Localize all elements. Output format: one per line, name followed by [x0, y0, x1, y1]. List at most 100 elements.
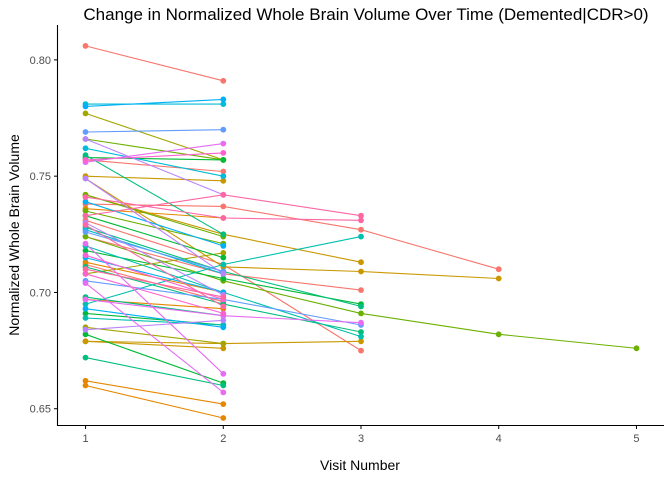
- data-point: [220, 231, 227, 238]
- data-point: [82, 315, 89, 321]
- data-point: [220, 203, 227, 210]
- series-line: [85, 201, 224, 247]
- data-point: [358, 226, 364, 233]
- data-point: [82, 233, 89, 240]
- data-point: [82, 43, 89, 49]
- data-point: [82, 175, 89, 182]
- data-point: [82, 280, 89, 286]
- data-point: [82, 331, 89, 338]
- series-line: [85, 273, 224, 314]
- data-point: [82, 310, 89, 317]
- x-tick-label: 3: [358, 433, 364, 445]
- data-point: [82, 136, 89, 142]
- data-point: [358, 347, 364, 354]
- data-point: [82, 252, 89, 259]
- data-point: [82, 266, 89, 273]
- data-point: [220, 77, 227, 84]
- x-tick-label: 4: [496, 433, 502, 445]
- series-line: [85, 222, 224, 296]
- data-point: [82, 354, 89, 361]
- data-point: [82, 208, 89, 214]
- series-line: [85, 194, 224, 238]
- data-point: [220, 250, 227, 256]
- data-point: [220, 317, 227, 324]
- series-line: [85, 326, 224, 345]
- y-tick-label: 0.65: [30, 404, 51, 416]
- data-point: [82, 212, 89, 219]
- data-point: [495, 266, 502, 273]
- data-point: [220, 177, 227, 184]
- x-tick-label: 5: [633, 433, 639, 445]
- data-point: [82, 296, 89, 303]
- series-line: [85, 178, 224, 275]
- data-point: [82, 157, 89, 163]
- series-line: [85, 208, 224, 219]
- data-point: [220, 389, 227, 396]
- data-point: [220, 96, 227, 103]
- data-point: [358, 310, 364, 317]
- data-point: [220, 126, 227, 133]
- series-line: [85, 98, 224, 107]
- data-point: [220, 191, 227, 198]
- data-point: [82, 229, 89, 235]
- data-point: [82, 240, 89, 247]
- series-line: [85, 257, 224, 293]
- series-line: [85, 224, 224, 307]
- series-line: [85, 45, 224, 82]
- data-point: [358, 233, 364, 240]
- data-point: [220, 173, 227, 180]
- data-point: [220, 261, 227, 268]
- y-tick-label: 0.80: [30, 55, 51, 67]
- series-line: [85, 138, 224, 196]
- x-axis-title: Visit Number: [320, 457, 400, 473]
- series-line: [85, 333, 224, 384]
- series-line: [85, 178, 499, 280]
- series-points: [82, 43, 640, 421]
- data-point: [82, 222, 89, 228]
- series-line: [85, 157, 224, 161]
- y-axis-title: Normalized Whole Brain Volume: [6, 134, 22, 336]
- data-point: [358, 259, 364, 266]
- data-point: [82, 377, 89, 384]
- data-point: [82, 338, 89, 345]
- data-point: [82, 194, 89, 201]
- data-point: [220, 254, 227, 261]
- series-line: [85, 112, 224, 161]
- data-point: [220, 324, 227, 331]
- data-point: [358, 319, 364, 326]
- data-point: [220, 275, 227, 282]
- data-point: [82, 259, 89, 266]
- data-point: [220, 345, 227, 352]
- series-line: [85, 380, 224, 405]
- data-point: [82, 270, 89, 277]
- data-point: [82, 198, 89, 205]
- data-point: [220, 382, 227, 389]
- series-line: [85, 129, 224, 133]
- data-point: [220, 157, 227, 163]
- data-point: [358, 329, 364, 335]
- data-point: [633, 345, 640, 352]
- chart-title: Change in Normalized Whole Brain Volume …: [83, 5, 648, 24]
- data-point: [220, 168, 227, 175]
- series-line: [85, 312, 224, 326]
- data-point: [358, 212, 364, 219]
- data-point: [82, 129, 89, 135]
- series-line: [85, 282, 224, 393]
- series-line: [85, 152, 224, 161]
- series-line: [85, 384, 224, 419]
- x-tick-label: 1: [82, 433, 88, 445]
- data-point: [220, 415, 227, 421]
- series-line: [85, 154, 224, 235]
- data-point: [82, 301, 89, 307]
- data-point: [220, 270, 227, 277]
- y-tick-label: 0.70: [30, 287, 51, 299]
- data-point: [82, 152, 89, 159]
- series-line: [85, 319, 224, 331]
- series-line: [85, 215, 224, 259]
- data-point: [220, 310, 227, 317]
- data-point: [220, 243, 227, 249]
- series-line: [85, 138, 224, 161]
- series-line: [85, 308, 224, 328]
